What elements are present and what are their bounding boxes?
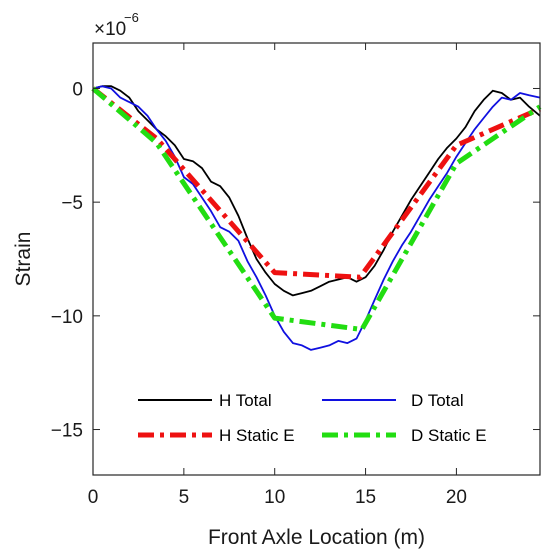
exponent-power: −6: [124, 10, 139, 25]
y-tick-label: 0: [72, 79, 83, 100]
ticks-layer: 0 5 10 15 20 0 −5 −10 −15: [51, 43, 540, 508]
series-layer: [91, 85, 542, 351]
x-tick-label: 0: [88, 487, 99, 508]
series-line-h-static-e: [91, 86, 541, 280]
y-tick-label: −10: [51, 307, 83, 328]
series-line-h-total: [92, 85, 541, 297]
y-tick-label: −15: [51, 421, 83, 442]
legend-label-d-total: D Total: [411, 391, 464, 410]
exponent-base: ×10: [94, 19, 126, 40]
x-tick-label: 15: [355, 487, 376, 508]
x-tick-label: 5: [179, 487, 190, 508]
plot-area: [93, 43, 540, 475]
x-axis-title: Front Axle Location (m): [208, 526, 425, 549]
series-line-d-static-e: [91, 86, 542, 332]
x-tick-label: 20: [446, 487, 467, 508]
legend-label-d-static: D Static E: [411, 426, 487, 445]
x-tick-label: 10: [264, 487, 285, 508]
legend-label-h-total: H Total: [219, 391, 272, 410]
legend-label-h-static: H Static E: [219, 426, 295, 445]
y-tick-label: −5: [61, 193, 83, 214]
legend: H Total D Total H Static E D Static E: [138, 391, 487, 445]
y-axis-title: Strain: [12, 232, 35, 287]
series-line-d-total: [92, 85, 541, 351]
plot-frame: [92, 42, 541, 476]
